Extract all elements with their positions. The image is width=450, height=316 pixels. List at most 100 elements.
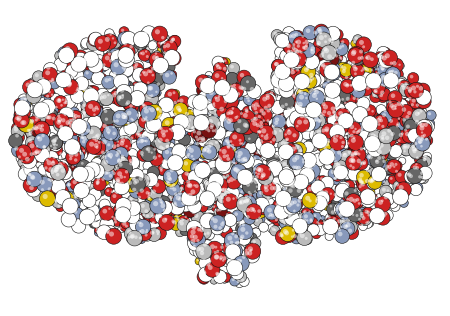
Circle shape — [55, 73, 68, 85]
Circle shape — [321, 64, 324, 66]
Circle shape — [71, 191, 80, 201]
Circle shape — [342, 219, 346, 223]
Circle shape — [279, 216, 292, 229]
Circle shape — [47, 160, 52, 165]
Circle shape — [142, 134, 146, 138]
Circle shape — [353, 126, 360, 134]
Circle shape — [327, 129, 340, 142]
Circle shape — [161, 104, 164, 107]
Circle shape — [274, 229, 276, 231]
Circle shape — [129, 123, 139, 133]
Circle shape — [221, 191, 233, 202]
Circle shape — [94, 106, 98, 109]
Circle shape — [171, 38, 175, 42]
Circle shape — [311, 87, 321, 97]
Circle shape — [107, 153, 111, 157]
Circle shape — [329, 129, 342, 143]
Circle shape — [415, 163, 418, 166]
Circle shape — [148, 192, 152, 196]
Circle shape — [72, 195, 81, 204]
Circle shape — [348, 149, 360, 162]
Circle shape — [374, 80, 385, 91]
Circle shape — [68, 53, 77, 62]
Circle shape — [172, 143, 185, 156]
Circle shape — [63, 99, 73, 109]
Circle shape — [409, 144, 423, 159]
Circle shape — [65, 78, 76, 89]
Circle shape — [293, 174, 309, 190]
Circle shape — [330, 150, 335, 155]
Circle shape — [76, 87, 81, 91]
Circle shape — [282, 221, 290, 228]
Circle shape — [165, 120, 170, 125]
Circle shape — [146, 149, 154, 157]
Circle shape — [389, 58, 404, 72]
Circle shape — [338, 228, 341, 231]
Circle shape — [124, 42, 127, 46]
Circle shape — [166, 160, 170, 163]
Circle shape — [313, 89, 317, 92]
Circle shape — [365, 82, 373, 90]
Circle shape — [297, 195, 306, 204]
Circle shape — [359, 82, 373, 96]
Circle shape — [27, 78, 39, 89]
Circle shape — [27, 116, 41, 131]
Circle shape — [89, 60, 92, 64]
Circle shape — [121, 50, 126, 55]
Circle shape — [192, 182, 204, 194]
Circle shape — [354, 150, 359, 155]
Circle shape — [171, 220, 175, 223]
Circle shape — [303, 235, 312, 244]
Circle shape — [374, 194, 383, 203]
Circle shape — [236, 195, 239, 199]
Circle shape — [165, 62, 175, 72]
Circle shape — [189, 148, 194, 153]
Circle shape — [221, 119, 225, 122]
Circle shape — [152, 231, 154, 234]
Circle shape — [145, 163, 148, 166]
Circle shape — [351, 135, 360, 143]
Circle shape — [234, 270, 238, 274]
Circle shape — [288, 155, 302, 170]
Circle shape — [206, 139, 220, 154]
Circle shape — [83, 108, 85, 110]
Circle shape — [201, 146, 212, 156]
Circle shape — [343, 82, 348, 87]
Circle shape — [159, 167, 163, 170]
Circle shape — [340, 186, 342, 189]
Circle shape — [77, 83, 81, 87]
Circle shape — [257, 202, 270, 215]
Circle shape — [205, 148, 210, 153]
Circle shape — [216, 189, 225, 198]
Circle shape — [214, 80, 230, 96]
Circle shape — [232, 107, 234, 110]
Circle shape — [349, 164, 352, 167]
Circle shape — [367, 114, 375, 123]
Circle shape — [67, 107, 80, 119]
Circle shape — [189, 124, 200, 134]
Circle shape — [63, 161, 66, 164]
Circle shape — [94, 144, 103, 154]
Circle shape — [327, 150, 330, 153]
Circle shape — [72, 166, 88, 182]
Circle shape — [71, 56, 87, 72]
Circle shape — [232, 260, 234, 263]
Circle shape — [282, 53, 284, 55]
Circle shape — [222, 58, 230, 66]
Circle shape — [221, 273, 231, 282]
Circle shape — [224, 193, 227, 197]
Circle shape — [295, 217, 304, 226]
Circle shape — [357, 57, 361, 60]
Circle shape — [368, 139, 373, 144]
Circle shape — [18, 103, 22, 108]
Circle shape — [261, 132, 276, 147]
Circle shape — [325, 69, 329, 73]
Circle shape — [206, 109, 216, 120]
Circle shape — [121, 29, 124, 32]
Circle shape — [50, 179, 61, 190]
Circle shape — [277, 68, 290, 81]
Circle shape — [253, 163, 269, 179]
Circle shape — [217, 155, 227, 165]
Circle shape — [379, 63, 384, 67]
Circle shape — [339, 143, 348, 152]
